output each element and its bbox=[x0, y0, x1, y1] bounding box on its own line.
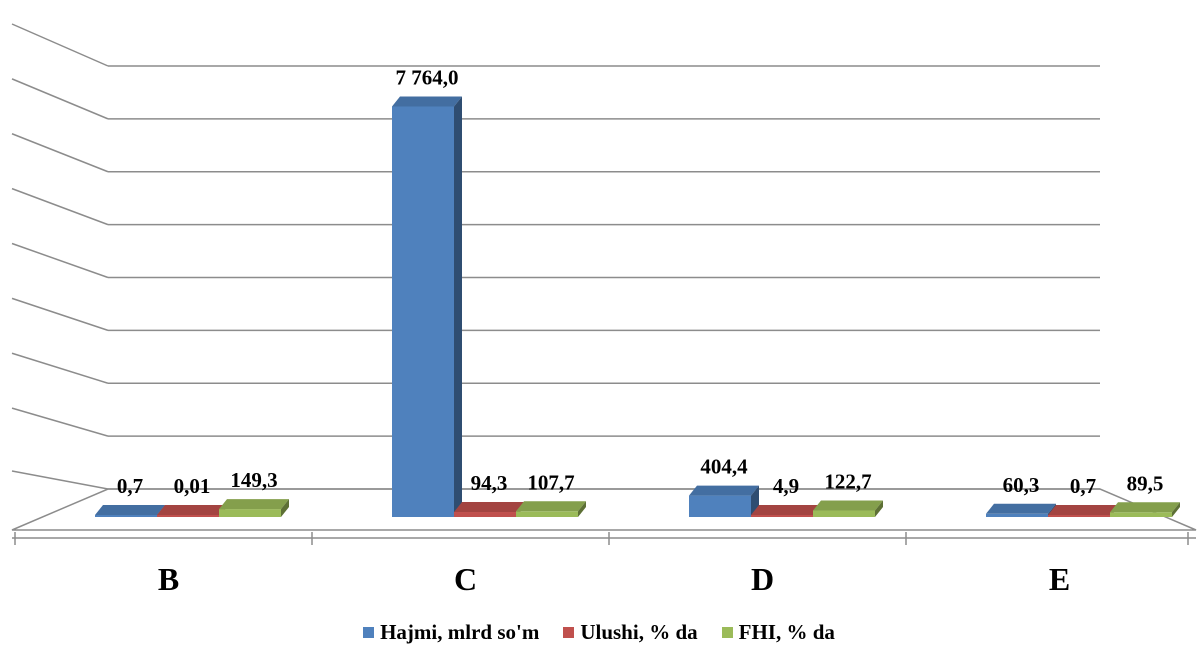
bar-front bbox=[454, 512, 516, 517]
bar-top bbox=[516, 501, 586, 512]
bar-front bbox=[813, 510, 875, 517]
legend-swatch bbox=[721, 627, 733, 638]
bar-top bbox=[751, 505, 821, 515]
bar-top bbox=[813, 500, 883, 511]
bar-side bbox=[281, 499, 289, 517]
bar-side bbox=[578, 501, 586, 517]
chart-floor bbox=[11, 488, 1197, 545]
gridline-side bbox=[11, 407, 109, 437]
data-label: 4,9 bbox=[773, 474, 799, 498]
data-label: 89,5 bbox=[1127, 471, 1164, 495]
legend-item: Hajmi, mlrd so'm bbox=[363, 620, 539, 645]
data-label: 404,4 bbox=[700, 455, 748, 479]
legend-label: Hajmi, mlrd so'm bbox=[380, 620, 540, 644]
legend-label: FHI, % da bbox=[738, 620, 835, 644]
legend-swatch bbox=[363, 627, 375, 638]
category-label: E bbox=[1049, 561, 1070, 597]
gridlines bbox=[11, 23, 1100, 490]
bar-front bbox=[1110, 512, 1172, 517]
data-label: 0,7 bbox=[1070, 474, 1096, 498]
bar-side bbox=[454, 96, 462, 517]
bar-front bbox=[751, 515, 813, 517]
gridline-side bbox=[11, 187, 109, 226]
data-label: 0,7 bbox=[117, 474, 143, 498]
category-labels: B C D E bbox=[158, 561, 1070, 597]
bar-top bbox=[1048, 505, 1118, 515]
data-label: 7 764,0 bbox=[396, 65, 459, 89]
category-label: B bbox=[158, 561, 179, 597]
bar-top bbox=[95, 505, 165, 515]
bar-top bbox=[986, 503, 1056, 514]
category-label: D bbox=[751, 561, 774, 597]
bar-front bbox=[516, 511, 578, 517]
bar-front bbox=[392, 106, 454, 517]
data-label: 107,7 bbox=[527, 470, 574, 494]
gridline-side bbox=[11, 242, 109, 279]
legend-item: Ulushi, % da bbox=[563, 620, 698, 645]
bars bbox=[95, 96, 1180, 517]
bar-front bbox=[157, 515, 219, 517]
gridline-side bbox=[11, 352, 109, 384]
bar-front bbox=[219, 509, 281, 517]
bar-side bbox=[1172, 502, 1180, 517]
gridline-side bbox=[11, 133, 109, 173]
bar-side bbox=[875, 500, 883, 517]
bar-front bbox=[1048, 515, 1110, 517]
legend-item: FHI, % da bbox=[721, 620, 835, 645]
bar-front bbox=[95, 515, 157, 517]
data-label: 0,01 bbox=[174, 474, 211, 498]
bar-front bbox=[689, 495, 751, 517]
legend-label: Ulushi, % da bbox=[580, 620, 698, 644]
bar-top bbox=[157, 505, 227, 515]
legend: Hajmi, mlrd so'm Ulushi, % da FHI, % da bbox=[0, 620, 1198, 645]
category-label: C bbox=[454, 561, 477, 597]
data-label: 60,3 bbox=[1003, 473, 1040, 497]
gridline-side bbox=[11, 297, 109, 332]
data-labels: 0,7 0,01 149,3 7 764,0 94,3 107,7 404,4 4,9 122,… bbox=[117, 65, 1164, 498]
floor-outline bbox=[11, 488, 1197, 531]
bar-top bbox=[689, 485, 759, 496]
bar-top bbox=[219, 499, 289, 510]
gridline-side bbox=[11, 470, 109, 490]
legend-swatch bbox=[563, 627, 575, 638]
data-label: 149,3 bbox=[230, 468, 277, 492]
bar-top bbox=[454, 502, 524, 513]
gridline-side bbox=[11, 23, 109, 67]
gridline-side bbox=[11, 78, 109, 120]
bar-front bbox=[986, 513, 1048, 517]
bar-top bbox=[1110, 502, 1180, 513]
bar-top bbox=[392, 96, 462, 107]
data-label: 94,3 bbox=[471, 471, 508, 495]
data-label: 122,7 bbox=[824, 470, 871, 494]
